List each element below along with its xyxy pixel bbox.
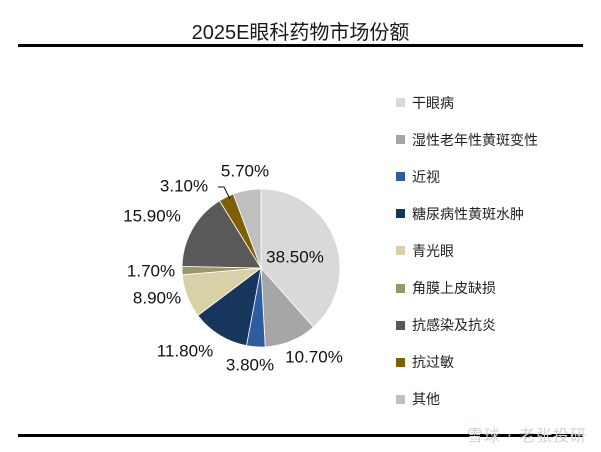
leader-line-anti-allergy [218,186,231,200]
slice-value-label-4: 11.80% [157,341,213,360]
slice-value-label-5: 8.90% [133,288,181,307]
chart-title: 2025E眼科药物市场份额 [191,22,410,44]
legend-label: 抗过敏 [412,355,454,372]
legend-label: 其他 [412,392,440,409]
watermark: 雪球 · 老张投研 [466,426,587,445]
legend-item-4: 糖尿病性黄斑水肿 [396,195,538,232]
slice-value-label-3: 3.80% [226,355,274,374]
legend-swatch [396,135,405,145]
legend-swatch [396,357,405,367]
legend: 干眼病湿性老年性黄斑变性 近视糖尿病性黄斑水肿 青光眼角膜上皮缺损 抗感染及抗炎 抗过敏… [396,84,538,418]
legend-swatch [396,209,405,219]
legend-item-6: 角膜上皮缺损 [396,269,538,306]
slice-value-label-6: 1.70% [127,261,175,280]
slice-labels: 38.50% 10.70% 3.80% 11.80% 8.90% 1.70% 15.90% 3… [123,161,343,374]
legend-label: 湿性老年性黄斑变性 [412,132,538,149]
legend-item-3: 近视 [396,158,538,195]
legend-swatch [396,98,405,108]
legend-label: 干眼病 [412,95,454,112]
slice-value-label-7: 15.90% [123,206,181,225]
pie-slice-9 [232,188,262,269]
slice-value-label-9: 5.70% [221,161,269,180]
legend-item-8: 抗过敏 [396,344,538,381]
legend-item-5: 青光眼 [396,232,538,269]
legend-item-9: 其他 [396,381,538,418]
legend-swatch [396,172,405,182]
legend-label: 青光眼 [412,243,454,260]
legend-swatch [396,394,405,404]
legend-item-2: 湿性老年性黄斑变性 [396,121,538,158]
legend-label: 抗感染及抗炎 [412,318,496,335]
pie-slices [181,188,341,348]
leader-lines [218,186,231,200]
legend-swatch [396,320,405,330]
pie-slice-1 [260,188,341,328]
legend-swatch [396,246,405,256]
legend-label: 近视 [412,169,440,186]
legend-label: 糖尿病性黄斑水肿 [412,206,524,223]
legend-swatch [396,283,405,293]
bottom-rule [18,434,583,437]
slice-value-label-1: 38.50% [266,247,324,266]
slice-value-label-2: 10.70% [285,347,343,366]
legend-label: 角膜上皮缺损 [412,281,496,298]
legend-item-1: 干眼病 [396,84,538,121]
legend-item-7: 抗感染及抗炎 [396,307,538,344]
pie-slice-7 [181,200,262,269]
top-rule [18,44,583,47]
slice-value-label-8: 3.10% [160,176,208,195]
